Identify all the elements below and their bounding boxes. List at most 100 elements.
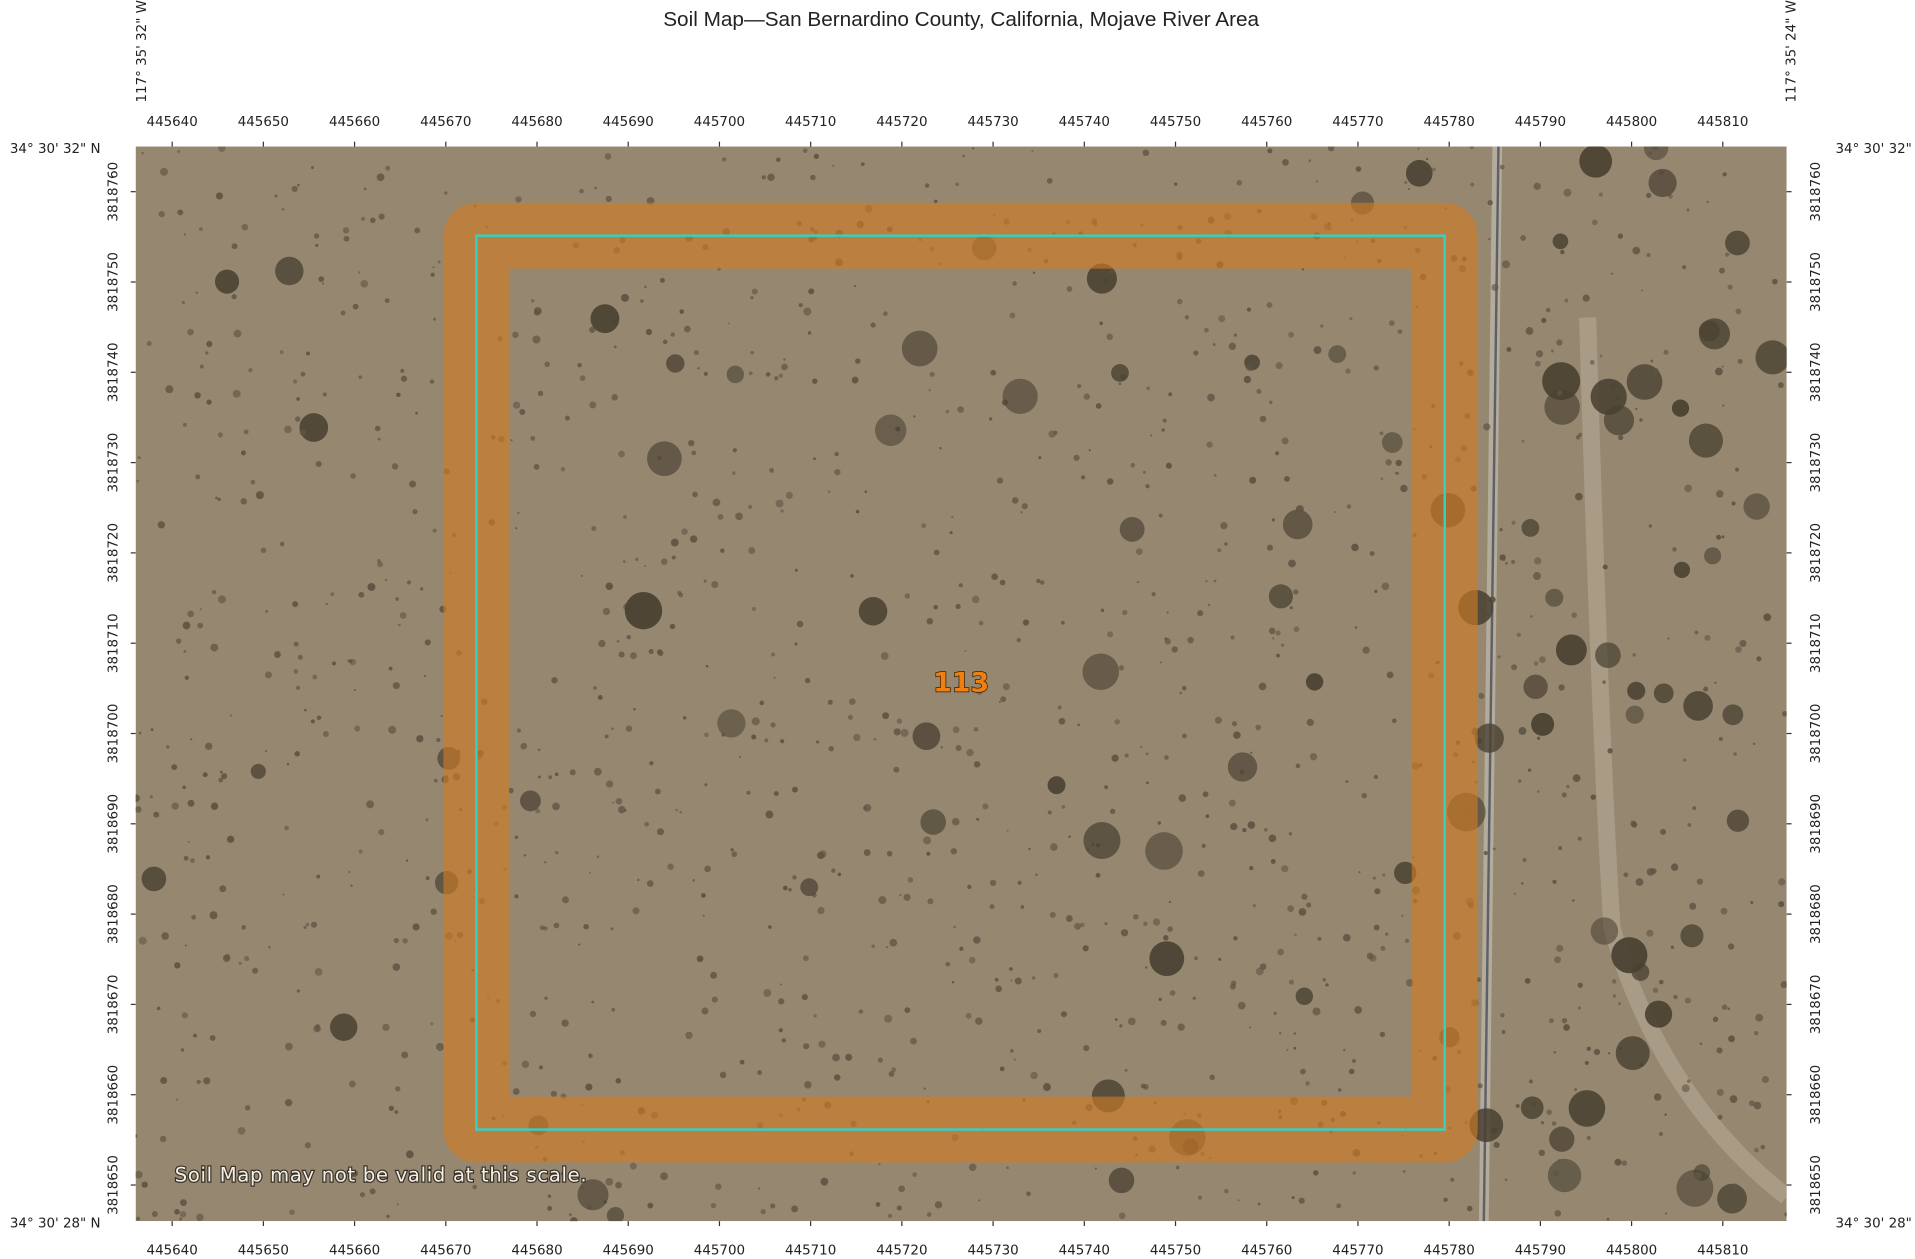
shrub — [206, 340, 213, 348]
shrub — [433, 778, 438, 783]
shrub — [1205, 814, 1210, 819]
shrub — [896, 718, 903, 724]
shrub — [927, 898, 934, 905]
shrub — [1144, 966, 1148, 969]
shrub — [633, 708, 636, 711]
shrub — [1145, 832, 1183, 870]
shrub — [1727, 1007, 1730, 1010]
shrub — [1031, 149, 1034, 153]
shrub — [697, 366, 700, 370]
shrub — [1352, 1171, 1356, 1175]
shrub — [1166, 611, 1169, 614]
shrub — [1704, 634, 1711, 641]
shrub — [1635, 878, 1644, 886]
shrub — [827, 490, 831, 493]
shrub — [209, 1035, 216, 1041]
shrub — [1417, 147, 1420, 150]
shrub — [945, 961, 951, 967]
shrub — [1683, 691, 1713, 721]
shrub — [834, 1074, 841, 1081]
shrub — [1574, 1087, 1578, 1092]
shrub — [1405, 159, 1433, 187]
shrub — [913, 415, 916, 418]
shrub — [1006, 1166, 1009, 1170]
shrub — [820, 1177, 829, 1186]
shrub — [1382, 873, 1386, 877]
shrub — [1488, 238, 1491, 241]
shrub — [661, 558, 668, 565]
shrub — [217, 432, 223, 438]
shrub — [1255, 967, 1264, 976]
shrub — [1750, 901, 1754, 905]
shrub — [538, 1065, 543, 1070]
shrub — [705, 664, 709, 668]
shrub — [1608, 1052, 1611, 1055]
shrub — [1739, 639, 1747, 647]
shrub — [1276, 653, 1280, 658]
shrub — [989, 879, 997, 887]
shrub — [618, 651, 625, 658]
shrub — [149, 795, 153, 799]
shrub — [702, 914, 705, 917]
shrub — [1288, 559, 1296, 568]
shrub — [1197, 610, 1204, 617]
shrub — [353, 689, 356, 692]
northing-label: 3818700 — [1809, 704, 1824, 764]
shrub — [306, 351, 310, 356]
shrub — [951, 515, 954, 519]
shrub — [1124, 1068, 1128, 1072]
shrub — [1632, 246, 1641, 255]
shrub — [678, 592, 684, 598]
shrub — [1761, 1076, 1769, 1084]
shrub — [711, 996, 718, 1003]
shrub — [1572, 774, 1581, 782]
shrub — [322, 282, 325, 285]
shrub — [606, 1206, 625, 1222]
shrub — [1534, 360, 1541, 367]
shrub — [1152, 918, 1161, 926]
shrub — [1293, 1046, 1297, 1050]
shrub — [1295, 763, 1301, 769]
shrub — [296, 685, 301, 690]
shrub — [1590, 794, 1597, 800]
shrub — [1315, 180, 1318, 183]
shrub — [231, 294, 237, 300]
shrub — [388, 1105, 395, 1111]
shrub — [182, 422, 187, 427]
shrub — [226, 835, 235, 843]
shrub — [982, 803, 989, 810]
shrub — [1257, 1202, 1261, 1206]
shrub — [1533, 182, 1541, 190]
shrub — [358, 591, 365, 598]
shrub — [615, 1181, 622, 1189]
shrub — [1692, 806, 1697, 811]
shrub — [221, 773, 228, 780]
shrub — [988, 417, 993, 421]
shrub — [1652, 368, 1659, 374]
shrub — [282, 893, 285, 896]
shrub — [237, 1127, 246, 1135]
shrub — [1237, 1199, 1240, 1202]
shrub — [360, 216, 366, 221]
shrub — [1111, 364, 1129, 382]
shrub — [882, 712, 890, 720]
shrub — [1670, 863, 1679, 871]
shrub — [1118, 382, 1122, 386]
shrub — [962, 154, 965, 158]
shrub — [701, 1007, 709, 1015]
shrub — [1146, 781, 1149, 785]
shrub — [1035, 873, 1038, 876]
easting-label: 445740 — [1059, 115, 1110, 130]
shrub — [1104, 922, 1108, 926]
shrub — [912, 1172, 918, 1177]
shrub — [1599, 354, 1603, 358]
shrub — [1590, 917, 1619, 945]
shrub — [219, 885, 227, 893]
shrub — [182, 621, 191, 630]
shrub — [598, 639, 606, 648]
easting-label: 445750 — [1150, 115, 1201, 130]
shrub — [240, 450, 246, 456]
shrub — [778, 1028, 783, 1033]
shrub — [401, 1051, 409, 1059]
shrub — [1545, 588, 1564, 607]
